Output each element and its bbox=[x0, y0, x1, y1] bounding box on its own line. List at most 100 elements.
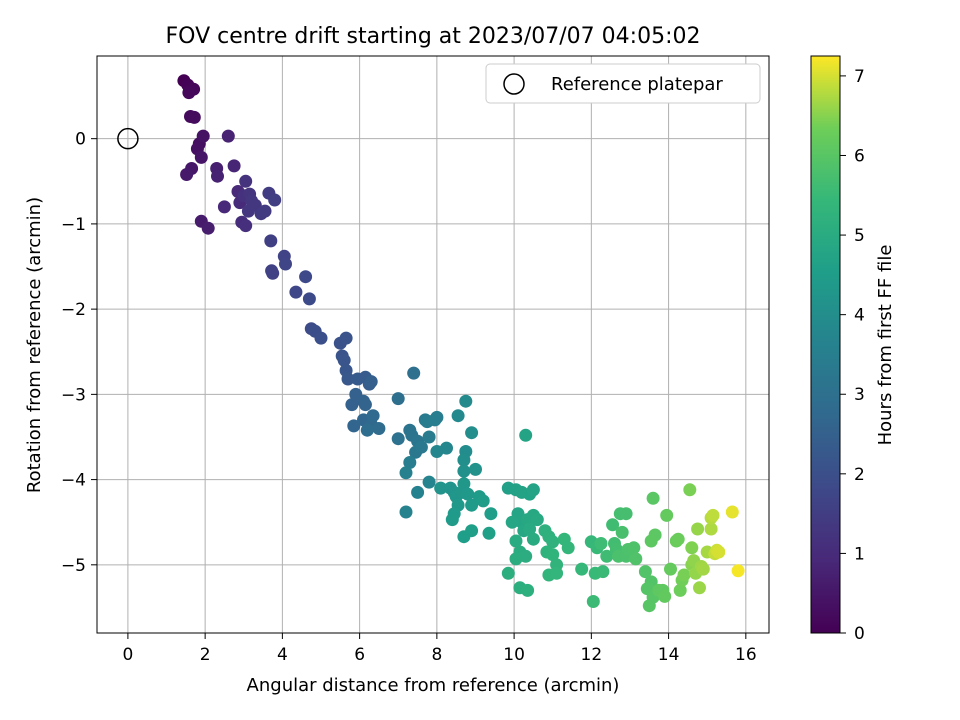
y-tick-label: −2 bbox=[61, 300, 86, 320]
colorbar-label: Hours from first FF file bbox=[875, 245, 896, 446]
scatter-point bbox=[693, 581, 706, 595]
colorbar-tick-label: 7 bbox=[854, 67, 865, 87]
scatter-point bbox=[476, 494, 490, 508]
scatter-point bbox=[187, 110, 201, 124]
scatter-point bbox=[550, 566, 564, 580]
scatter-point bbox=[660, 508, 674, 522]
colorbar-tick-label: 2 bbox=[854, 465, 865, 485]
x-tick-label: 0 bbox=[122, 645, 133, 665]
axis-ticks: 0 2 4 6 8 10 12 14 16 0 −1 −2 −3 −4 −5 bbox=[61, 130, 757, 665]
scatter-point bbox=[345, 398, 359, 412]
scatter-point bbox=[696, 562, 710, 576]
scatter-points bbox=[177, 74, 745, 613]
colorbar-ticks: 0 1 2 3 4 5 6 7 bbox=[840, 67, 865, 644]
scatter-point bbox=[457, 477, 471, 491]
scatter-point bbox=[465, 524, 479, 538]
scatter-point bbox=[619, 507, 633, 521]
scatter-point bbox=[411, 485, 425, 499]
colorbar-gradient bbox=[810, 55, 841, 634]
scatter-point bbox=[279, 257, 292, 271]
scatter-point bbox=[399, 505, 413, 519]
scatter-point bbox=[509, 552, 523, 566]
scatter-point bbox=[302, 292, 316, 306]
scatter-point bbox=[445, 513, 459, 527]
scatter-point bbox=[484, 507, 498, 521]
scatter-point bbox=[457, 464, 471, 478]
x-tick-label: 14 bbox=[658, 645, 680, 665]
x-tick-label: 16 bbox=[735, 645, 757, 665]
scatter-point bbox=[391, 432, 405, 446]
scatter-point bbox=[422, 430, 436, 444]
scatter-point bbox=[706, 508, 720, 522]
scatter-point bbox=[691, 522, 705, 536]
scatter-point bbox=[586, 595, 600, 608]
plot-frame bbox=[96, 55, 770, 634]
scatter-point bbox=[180, 168, 194, 181]
scatter-point bbox=[461, 487, 475, 501]
scatter-point bbox=[530, 513, 544, 527]
reference-marker-layer bbox=[117, 127, 139, 150]
scatter-point bbox=[501, 566, 515, 580]
scatter-point bbox=[239, 174, 253, 188]
scatter-point bbox=[575, 562, 589, 576]
scatter-point bbox=[360, 423, 374, 437]
scatter-point bbox=[677, 568, 691, 582]
scatter-point bbox=[399, 466, 413, 480]
scatter-point bbox=[182, 86, 196, 100]
colorbar-tick-label: 1 bbox=[854, 544, 865, 564]
scatter-point bbox=[519, 428, 533, 442]
scatter-point bbox=[731, 564, 745, 578]
scatter-point bbox=[264, 234, 278, 248]
scatter-point bbox=[440, 441, 453, 455]
scatter-point bbox=[658, 589, 672, 603]
scatter-point bbox=[459, 394, 473, 408]
scatter-point bbox=[422, 475, 436, 489]
scatter-point bbox=[685, 541, 699, 555]
scatter-point bbox=[347, 419, 361, 433]
scatter-point bbox=[414, 440, 428, 454]
scatter-point bbox=[683, 483, 697, 497]
x-tick-label: 10 bbox=[503, 645, 525, 665]
scatter-point bbox=[227, 159, 241, 173]
chart-title: FOV centre drift starting at 2023/07/07 … bbox=[166, 24, 701, 49]
scatter-point bbox=[391, 392, 405, 406]
y-tick-label: 0 bbox=[75, 130, 86, 150]
scatter-point bbox=[457, 453, 471, 467]
scatter-point bbox=[299, 270, 313, 284]
x-tick-label: 4 bbox=[277, 645, 288, 665]
scatter-point bbox=[196, 129, 210, 143]
scatter-point bbox=[712, 545, 726, 559]
scatter-point bbox=[704, 522, 718, 536]
scatter-point bbox=[364, 375, 378, 389]
scatter-point bbox=[725, 505, 739, 519]
x-tick-label: 8 bbox=[431, 645, 442, 665]
scatter-point bbox=[372, 422, 386, 435]
legend-marker-reference bbox=[503, 73, 525, 95]
scatter-point bbox=[505, 515, 519, 529]
scatter-point bbox=[266, 266, 280, 280]
y-axis-label: Rotation from reference (arcmin) bbox=[24, 197, 45, 493]
scatter-point bbox=[339, 331, 353, 345]
y-tick-label: −3 bbox=[61, 385, 86, 405]
scatter-point bbox=[430, 410, 444, 424]
scatter-point bbox=[366, 409, 380, 423]
scatter-point bbox=[546, 548, 560, 562]
y-tick-label: −4 bbox=[61, 471, 86, 491]
scatter-point bbox=[521, 583, 535, 597]
scatter-point bbox=[546, 535, 560, 549]
colorbar-tick-label: 0 bbox=[854, 624, 865, 644]
colorbar-tick-label: 3 bbox=[854, 385, 865, 405]
reference-platepar-marker bbox=[117, 127, 139, 150]
colorbar-tick-label: 5 bbox=[854, 226, 865, 246]
scatter-point bbox=[673, 583, 687, 597]
legend-label-reference: Reference platepar bbox=[551, 74, 723, 95]
x-tick-label: 2 bbox=[200, 645, 211, 665]
scatter-point bbox=[596, 565, 610, 579]
scatter-point bbox=[258, 204, 272, 218]
scatter-point bbox=[289, 285, 303, 299]
scatter-point bbox=[451, 409, 465, 423]
scatter-point bbox=[201, 221, 215, 235]
scatter-point bbox=[482, 526, 496, 540]
legend-box bbox=[485, 63, 761, 104]
